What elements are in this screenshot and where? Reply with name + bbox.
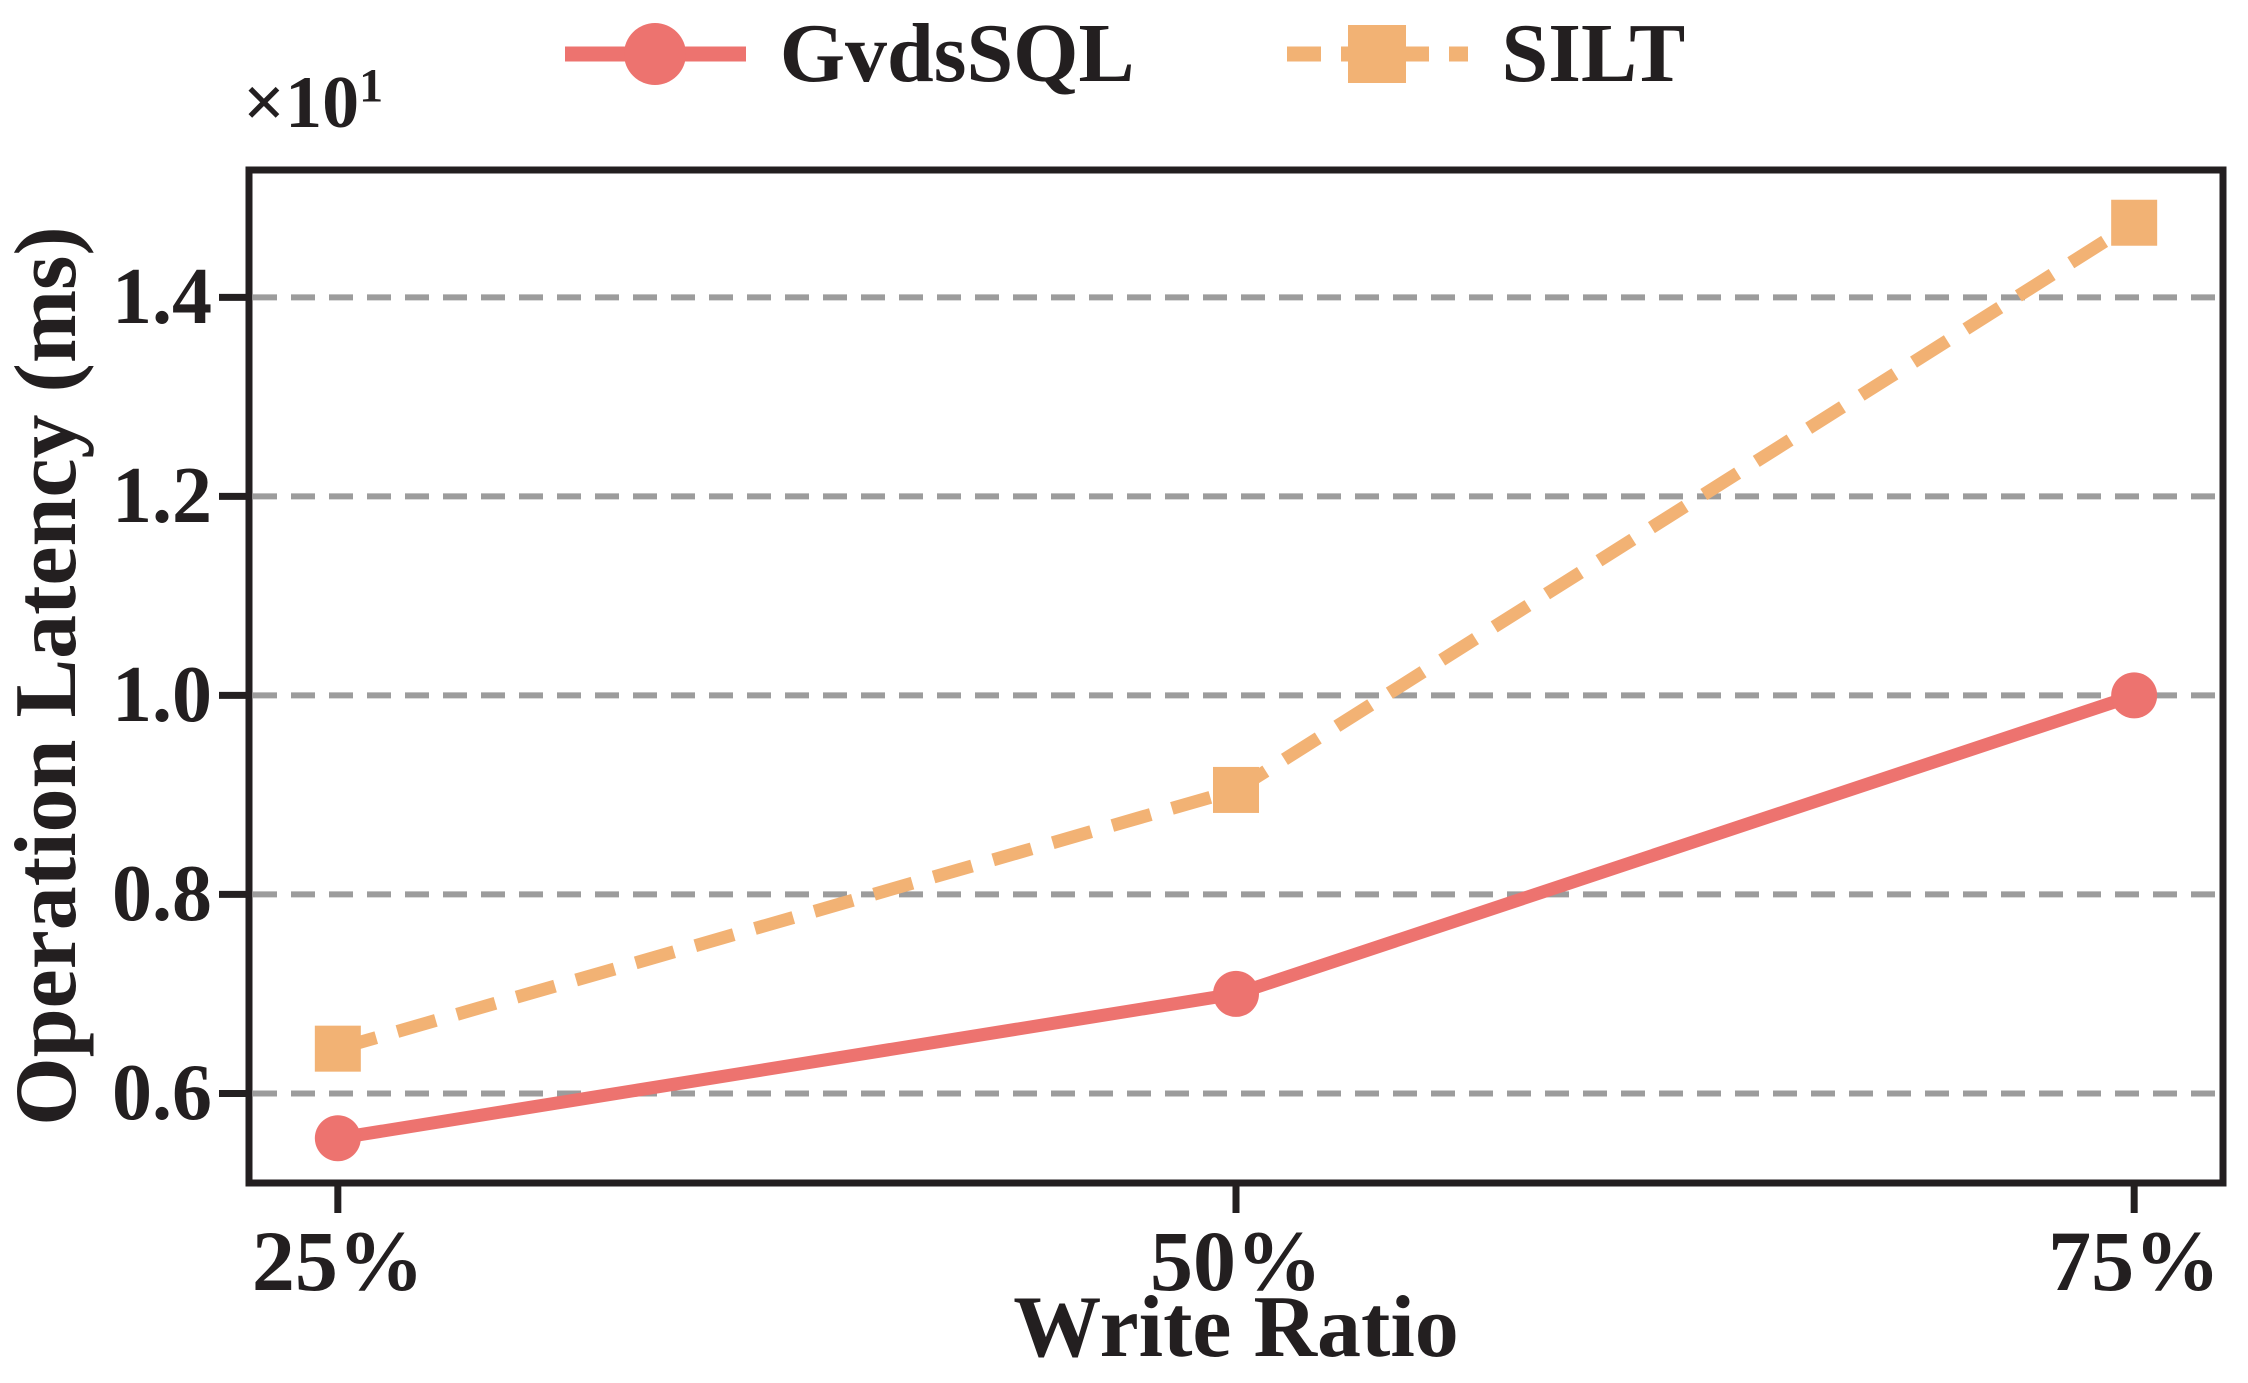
y-tick-label-1.0: 1.0: [112, 651, 212, 740]
plot-border: [245, 166, 2227, 1187]
x-axis-label: Write Ratio: [1013, 1279, 1459, 1376]
marker-gvdssql-75%: [2111, 672, 2158, 719]
marker-gvdssql-25%: [314, 1115, 361, 1162]
x-tick-label-25%: 25%: [251, 1213, 424, 1309]
legend-label-gvdssql: GvdsSQL: [779, 7, 1135, 100]
marker-silt-75%: [2111, 199, 2158, 246]
legend: GvdsSQL SILT: [0, 0, 2248, 108]
series-line-gvdssql: [336, 689, 2137, 1145]
series-line-silt: [336, 217, 2138, 1055]
y-tick-label-1.2: 1.2: [112, 452, 212, 541]
y-tick-label-0.8: 0.8: [112, 850, 212, 939]
marker-silt-50%: [1213, 766, 1259, 813]
legend-entry-gvdssql: GvdsSQL: [563, 4, 1135, 104]
y-tick-label-1.4: 1.4: [112, 253, 212, 342]
x-tick-label-50%: 50%: [1150, 1213, 1322, 1309]
legend-square-sample-icon: [1286, 25, 1468, 83]
y-scale-base: ×10: [243, 62, 360, 144]
marker-gvdssql-50%: [1213, 970, 1259, 1017]
x-tick-label-75%: 75%: [2048, 1213, 2221, 1309]
legend-circle-sample-icon: [564, 23, 746, 85]
y-tick-label-0.6: 0.6: [112, 1049, 212, 1138]
legend-label-silt: SILT: [1501, 7, 1686, 100]
legend-entry-silt: SILT: [1285, 4, 1686, 104]
marker-silt-25%: [314, 1025, 361, 1072]
y-scale-exp: 1: [359, 59, 384, 113]
y-axis-scale-exponent: ×101: [243, 62, 383, 140]
